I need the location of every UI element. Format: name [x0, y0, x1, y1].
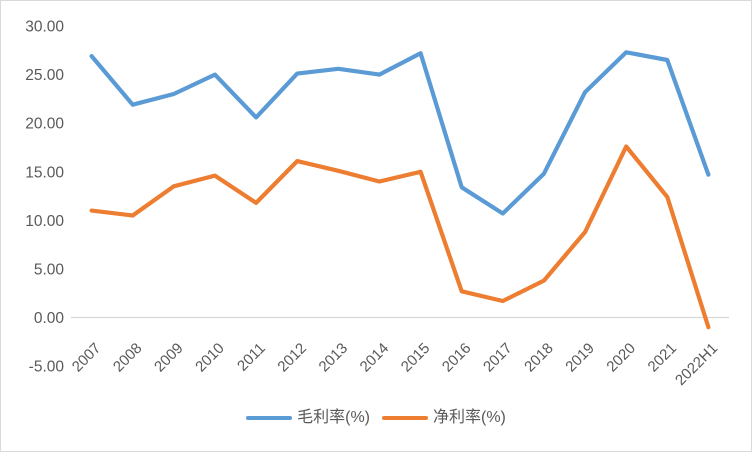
x-axis-tick-label: 2010 [192, 340, 228, 376]
y-axis-tick-label: 30.00 [25, 19, 64, 36]
chart-legend: 毛利率(%) 净利率(%) [1, 410, 751, 426]
net-margin-line-swatch [382, 415, 428, 421]
x-axis-tick-label: 2014 [357, 340, 393, 376]
x-axis-tick-label: 2008 [110, 340, 146, 376]
net-margin-legend-label: 净利率(%) [433, 409, 506, 426]
y-axis-tick-label: 15.00 [25, 164, 64, 181]
y-axis-tick-label: 0.00 [34, 310, 65, 327]
x-axis-tick-label: 2015 [398, 340, 434, 376]
x-axis-tick-label: 2022H1 [672, 340, 721, 389]
series-line-1 [89, 144, 711, 330]
x-axis-tick-label: 2013 [316, 340, 352, 376]
legend-item-gross-margin: 毛利率(%) [246, 410, 370, 426]
y-axis-tick-label: 10.00 [25, 213, 64, 230]
x-axis-tick-label: 2012 [274, 340, 310, 376]
series-line-0 [89, 50, 711, 216]
x-axis-tick-label: 2007 [69, 340, 105, 376]
x-axis-tick-label: 2017 [480, 340, 516, 376]
y-axis-tick-label: 20.00 [25, 116, 64, 133]
y-axis-tick-label: 25.00 [25, 67, 64, 84]
x-axis-tick-label: 2018 [521, 340, 557, 376]
x-axis-tick-label: 2019 [562, 340, 598, 376]
x-axis-tick-label: 2016 [439, 340, 475, 376]
legend-item-net-margin: 净利率(%) [382, 410, 506, 426]
gross-margin-legend-label: 毛利率(%) [297, 409, 370, 426]
x-axis-tick-label: 2020 [603, 340, 639, 376]
gross-margin-line-swatch [246, 415, 293, 421]
y-axis-tick-label: -5.00 [29, 359, 65, 376]
x-axis-tick-label: 2009 [151, 340, 187, 376]
x-axis-tick-label: 2021 [645, 340, 681, 376]
y-axis-tick-label: 5.00 [34, 261, 65, 278]
x-axis-tick-label: 2011 [234, 340, 269, 375]
